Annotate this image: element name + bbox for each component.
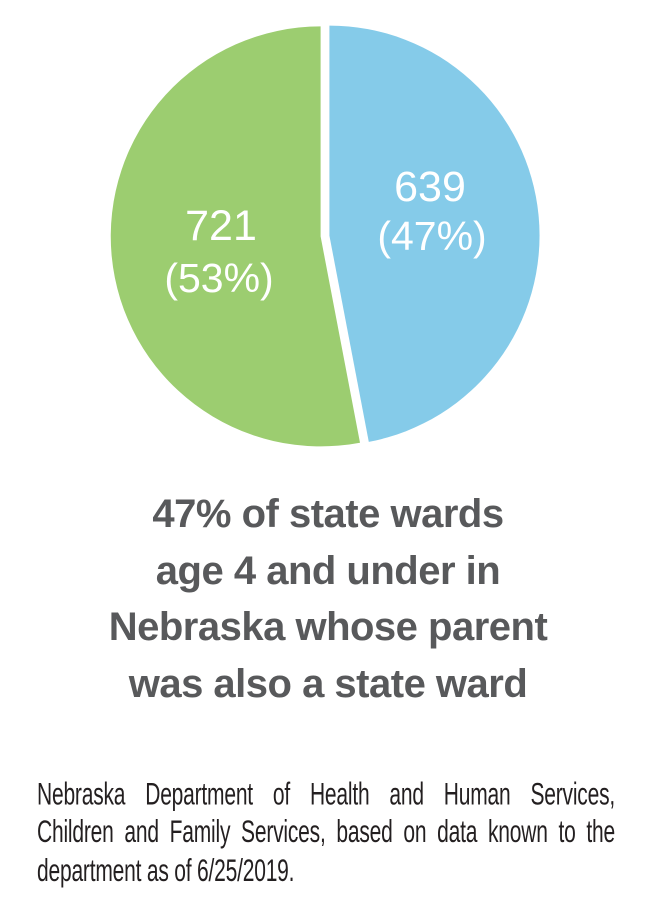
source-note: Nebraska Department of Health and Human …: [37, 776, 615, 890]
chart-title-line-3: Nebraska whose parent: [108, 605, 548, 649]
pie-slice-green-721: [110, 26, 360, 447]
green-slice-value-label: 721: [185, 202, 257, 250]
pie-slice-blue-639: [329, 25, 540, 442]
pie-chart: 721 (53%) 639 (47%): [110, 25, 540, 447]
source-note-line-1: Nebraska Department of Health and Human …: [37, 777, 615, 813]
green-slice-percent-label: (53%): [164, 255, 273, 301]
source-note-line-3: department as of 6/25/2019.: [37, 853, 295, 888]
blue-slice-value-label: 639: [394, 163, 466, 211]
blue-slice-percent-label: (47%): [377, 213, 486, 259]
chart-title: 47% of state wards age 4 and under in Ne…: [0, 486, 656, 712]
chart-title-line-2: age 4 and under in: [155, 548, 501, 593]
chart-title-line-4: was also a state ward: [128, 661, 528, 706]
source-note-line-2: Children and Family Services, based on d…: [37, 815, 615, 850]
chart-title-line-1: 47% of state wards: [152, 492, 504, 536]
